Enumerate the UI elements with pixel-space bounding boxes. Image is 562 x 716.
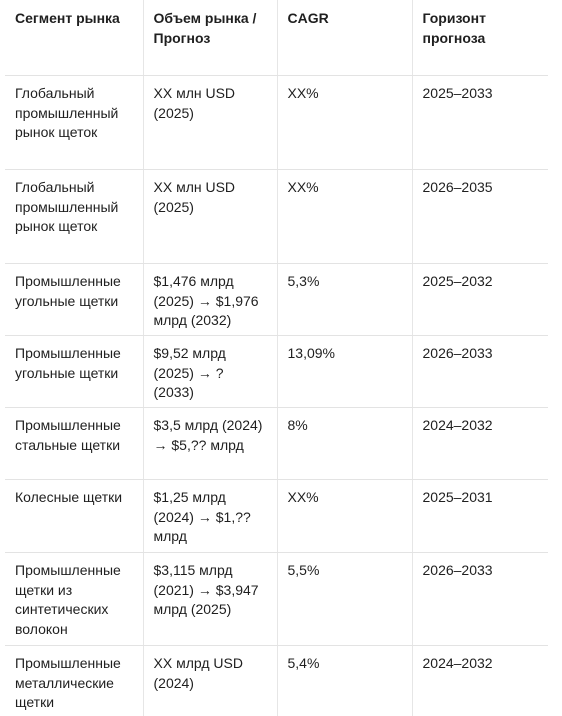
cell-volume: $9,52 млрд (2025) → ? (2033): [143, 336, 277, 408]
table-row: Глобальный промышленный рынок щеток XX м…: [5, 170, 548, 264]
cell-segment: Промышленные щетки из синтетических воло…: [5, 553, 143, 646]
market-table: Сегмент рынка Объем рынка / Прогноз CAGR…: [5, 0, 548, 716]
cell-horizon: 2024–2032: [412, 408, 548, 480]
table-row: Колесные щетки $1,25 млрд (2024) → $1,??…: [5, 480, 548, 553]
table-row: Промышленные щетки из синтетических воло…: [5, 553, 548, 646]
cell-volume: XX млн USD (2025): [143, 76, 277, 170]
table-header-row: Сегмент рынка Объем рынка / Прогноз CAGR…: [5, 0, 548, 76]
cell-volume: $3,115 млрд (2021) → $3,947 млрд (2025): [143, 553, 277, 646]
cell-cagr: 5,5%: [277, 553, 412, 646]
cell-horizon: 2024–2032: [412, 646, 548, 716]
table-row: Промышленные угольные щетки $1,476 млрд …: [5, 264, 548, 336]
table-row: Глобальный промышленный рынок щеток XX м…: [5, 76, 548, 170]
cell-horizon: 2025–2033: [412, 76, 548, 170]
cell-cagr: 5,3%: [277, 264, 412, 336]
cell-cagr: 8%: [277, 408, 412, 480]
table-row: Промышленные металлические щетки XX млрд…: [5, 646, 548, 716]
cell-segment: Глобальный промышленный рынок щеток: [5, 76, 143, 170]
cell-segment: Промышленные угольные щетки: [5, 336, 143, 408]
header-horizon: Горизонт прогноза: [412, 0, 548, 76]
cell-segment: Промышленные стальные щетки: [5, 408, 143, 480]
cell-segment: Колесные щетки: [5, 480, 143, 553]
cell-horizon: 2026–2035: [412, 170, 548, 264]
cell-volume: $3,5 млрд (2024) → $5,?? млрд: [143, 408, 277, 480]
cell-segment: Промышленные угольные щетки: [5, 264, 143, 336]
cell-volume: XX млн USD (2025): [143, 170, 277, 264]
cell-segment: Промышленные металлические щетки: [5, 646, 143, 716]
cell-horizon: 2025–2032: [412, 264, 548, 336]
cell-horizon: 2025–2031: [412, 480, 548, 553]
cell-cagr: XX%: [277, 170, 412, 264]
cell-segment: Глобальный промышленный рынок щеток: [5, 170, 143, 264]
cell-volume: $1,476 млрд (2025) → $1,976 млрд (2032): [143, 264, 277, 336]
cell-cagr: XX%: [277, 76, 412, 170]
cell-volume: $1,25 млрд (2024) → $1,?? млрд: [143, 480, 277, 553]
header-segment: Сегмент рынка: [5, 0, 143, 76]
header-volume: Объем рынка / Прогноз: [143, 0, 277, 76]
cell-horizon: 2026–2033: [412, 553, 548, 646]
cell-volume: XX млрд USD (2024): [143, 646, 277, 716]
cell-horizon: 2026–2033: [412, 336, 548, 408]
cell-cagr: XX%: [277, 480, 412, 553]
table-row: Промышленные стальные щетки $3,5 млрд (2…: [5, 408, 548, 480]
cell-cagr: 5,4%: [277, 646, 412, 716]
header-cagr: CAGR: [277, 0, 412, 76]
cell-cagr: 13,09%: [277, 336, 412, 408]
table-row: Промышленные угольные щетки $9,52 млрд (…: [5, 336, 548, 408]
